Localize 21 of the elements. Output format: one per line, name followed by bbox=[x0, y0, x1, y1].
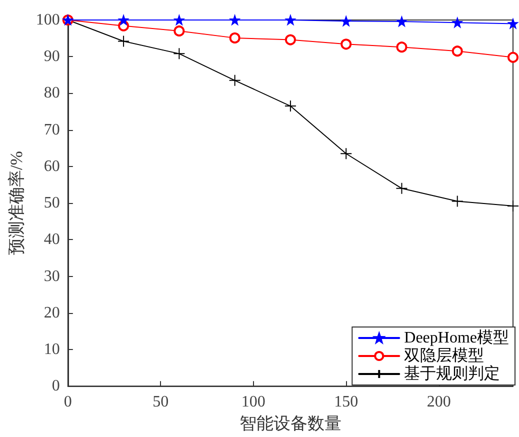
y-axis-title: 预测准确率/% bbox=[7, 151, 26, 255]
y-tick-label: 90 bbox=[44, 48, 60, 66]
x-tick-label: 150 bbox=[334, 394, 358, 411]
y-tick-label: 80 bbox=[44, 84, 60, 102]
y-tick-label: 100 bbox=[36, 12, 60, 28]
y-tick-label: 40 bbox=[44, 231, 60, 248]
y-tick-label: 70 bbox=[44, 121, 60, 138]
x-tick-label: 200 bbox=[426, 394, 451, 411]
y-tick-label: 10 bbox=[44, 340, 60, 358]
legend-label: 基于规则判定 bbox=[404, 364, 500, 382]
y-tick-label: 30 bbox=[44, 268, 60, 285]
x-axis-title: 智能设备数量 bbox=[239, 414, 342, 433]
y-tick-label: 60 bbox=[44, 158, 60, 175]
x-tick-label: 100 bbox=[241, 394, 266, 411]
x-tick-label: 0 bbox=[64, 394, 72, 411]
y-tick-label: 0 bbox=[52, 378, 60, 395]
y-tick-label: 20 bbox=[44, 304, 60, 322]
legend-label: DeepHome模型 bbox=[404, 328, 509, 346]
legend-label: 双隐层模型 bbox=[404, 346, 484, 364]
x-tick-label: 50 bbox=[152, 394, 169, 411]
y-tick-label: 50 bbox=[44, 194, 60, 212]
